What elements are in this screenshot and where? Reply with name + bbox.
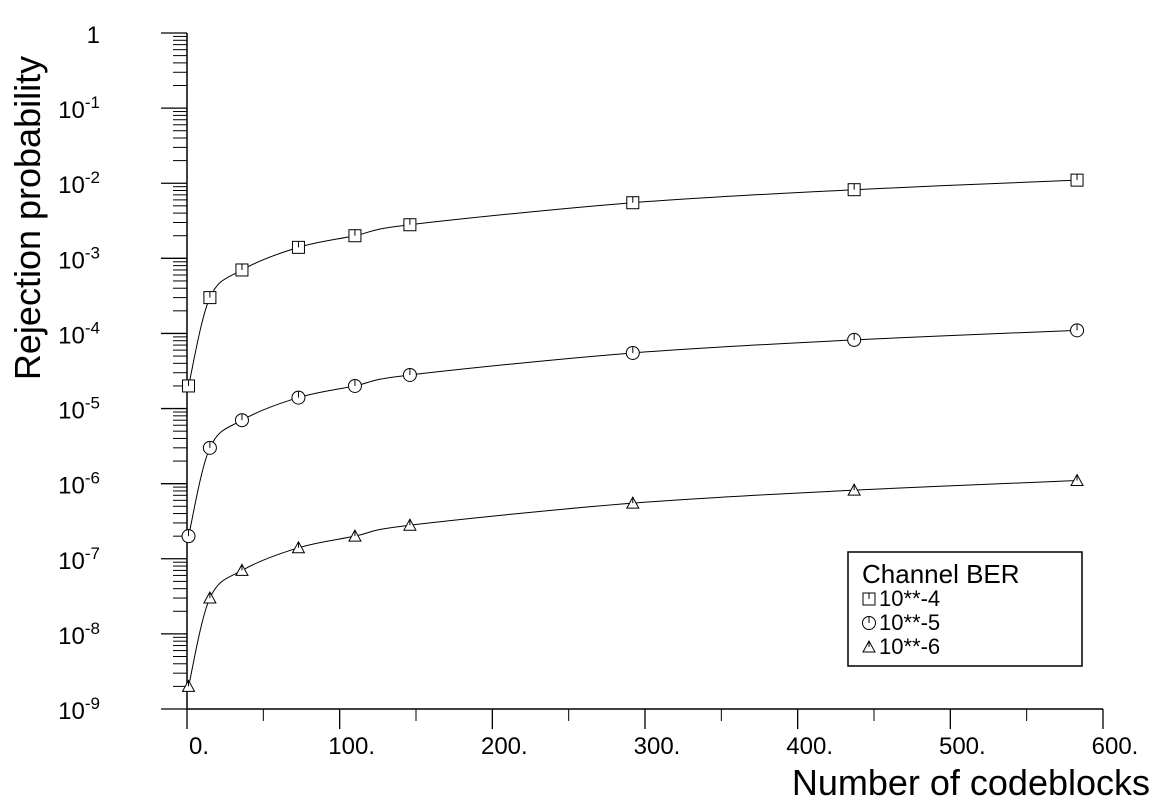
y-tick-label: 10-4 [58, 318, 100, 349]
data-point [847, 183, 861, 197]
data-point [402, 367, 417, 382]
legend-marker-triangle [862, 639, 876, 653]
data-point [291, 240, 305, 254]
data-point [1070, 473, 1084, 487]
legend-marker-circle [862, 616, 876, 630]
data-point [182, 379, 196, 393]
data-point [235, 263, 249, 277]
y-tick-label: 10-8 [58, 619, 100, 650]
data-point [1070, 323, 1085, 338]
data-point [847, 332, 862, 347]
data-point [626, 196, 640, 210]
data-point [181, 679, 196, 692]
data-point [625, 345, 640, 360]
series-square [182, 173, 1084, 393]
legend-entry-label: 10**-6 [879, 634, 940, 659]
series-circle [181, 323, 1085, 544]
legend-marker-square [862, 592, 876, 606]
data-point [847, 483, 861, 496]
series-layer [181, 173, 1085, 692]
data-point [203, 591, 217, 604]
data-point [235, 563, 249, 576]
legend-title: Channel BER [862, 559, 1020, 589]
y-tick-label: 10-9 [58, 694, 100, 725]
legend: Channel BER 10**-410**-510**-6 [847, 551, 1083, 667]
y-tick-label: 10-7 [58, 544, 100, 575]
y-tick-label: 10-6 [58, 469, 100, 500]
data-point [403, 518, 417, 531]
data-point [625, 496, 640, 509]
legend-entry-label: 10**-4 [879, 586, 940, 611]
series-triangle [181, 473, 1084, 692]
y-tick-label: 10-1 [58, 93, 100, 124]
y-tick-label: 10-5 [58, 394, 100, 425]
data-point [291, 540, 306, 554]
data-point [1070, 173, 1084, 187]
y-tick-label: 10-3 [58, 243, 100, 274]
x-tick-label: 200. [481, 733, 528, 760]
data-point [181, 529, 196, 544]
data-point [348, 229, 362, 243]
legend-entries: 10**-410**-510**-6 [862, 586, 940, 659]
x-axis-title: Number of codeblocks [792, 762, 1150, 803]
x-axis-ticks: 0. 100. 200. 300. 400. 500. 600. [186, 709, 1139, 760]
data-point [403, 218, 417, 232]
x-tick-label: 500. [939, 733, 986, 760]
y-axis-ticks: 1 10-1 10-2 10-3 10-4 10-5 10-6 10-7 10-8 10-9 [58, 22, 187, 725]
legend-box [847, 551, 1083, 667]
y-tick-label: 1 [87, 22, 100, 49]
data-point [291, 390, 306, 405]
y-tick-label: 10-2 [58, 168, 100, 199]
data-point [348, 529, 362, 542]
x-tick-label: 100. [328, 733, 375, 760]
x-tick-label: 400. [786, 733, 833, 760]
y-axis-title: Rejection probability [7, 56, 48, 380]
data-point [203, 291, 217, 305]
x-tick-label: 600. [1092, 733, 1139, 760]
data-point [234, 413, 249, 428]
x-tick-label: 0. [189, 733, 209, 760]
x-tick-label: 300. [634, 733, 681, 760]
data-point [202, 440, 217, 455]
data-point [347, 378, 362, 393]
legend-entry-label: 10**-5 [879, 610, 940, 635]
